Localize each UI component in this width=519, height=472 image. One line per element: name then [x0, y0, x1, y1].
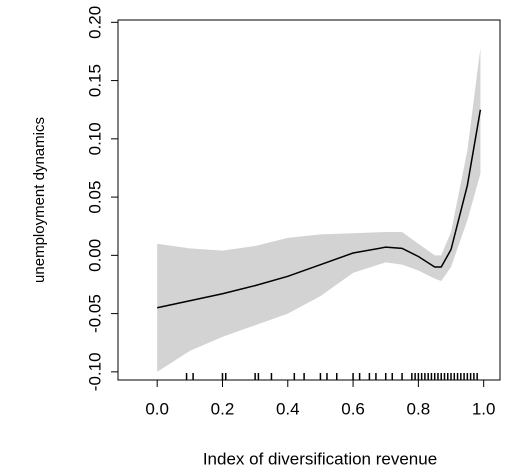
- y-tick-label: -0.05: [85, 294, 104, 333]
- x-tick-label: 0.6: [341, 399, 365, 418]
- y-tick-label: 0.15: [85, 64, 104, 97]
- fit-line: [157, 109, 482, 309]
- x-tick-label: 0.0: [145, 399, 169, 418]
- x-tick-label: 0.8: [407, 399, 431, 418]
- x-tick-label: 1.0: [472, 399, 496, 418]
- y-tick-label: 0.10: [85, 122, 104, 155]
- x-axis-label: Index of diversification revenue: [203, 449, 437, 468]
- y-tick-label: 0.05: [85, 181, 104, 214]
- y-tick-label: 0.20: [85, 6, 104, 39]
- confidence-band: [157, 47, 481, 372]
- y-tick-label: 0.00: [85, 239, 104, 272]
- y-axis-label: unemployment dynamics: [31, 117, 48, 283]
- plot-frame: [117, 19, 501, 381]
- x-tick-label: 0.2: [211, 399, 235, 418]
- y-tick-label: -0.10: [85, 352, 104, 391]
- x-tick-label: 0.4: [276, 399, 300, 418]
